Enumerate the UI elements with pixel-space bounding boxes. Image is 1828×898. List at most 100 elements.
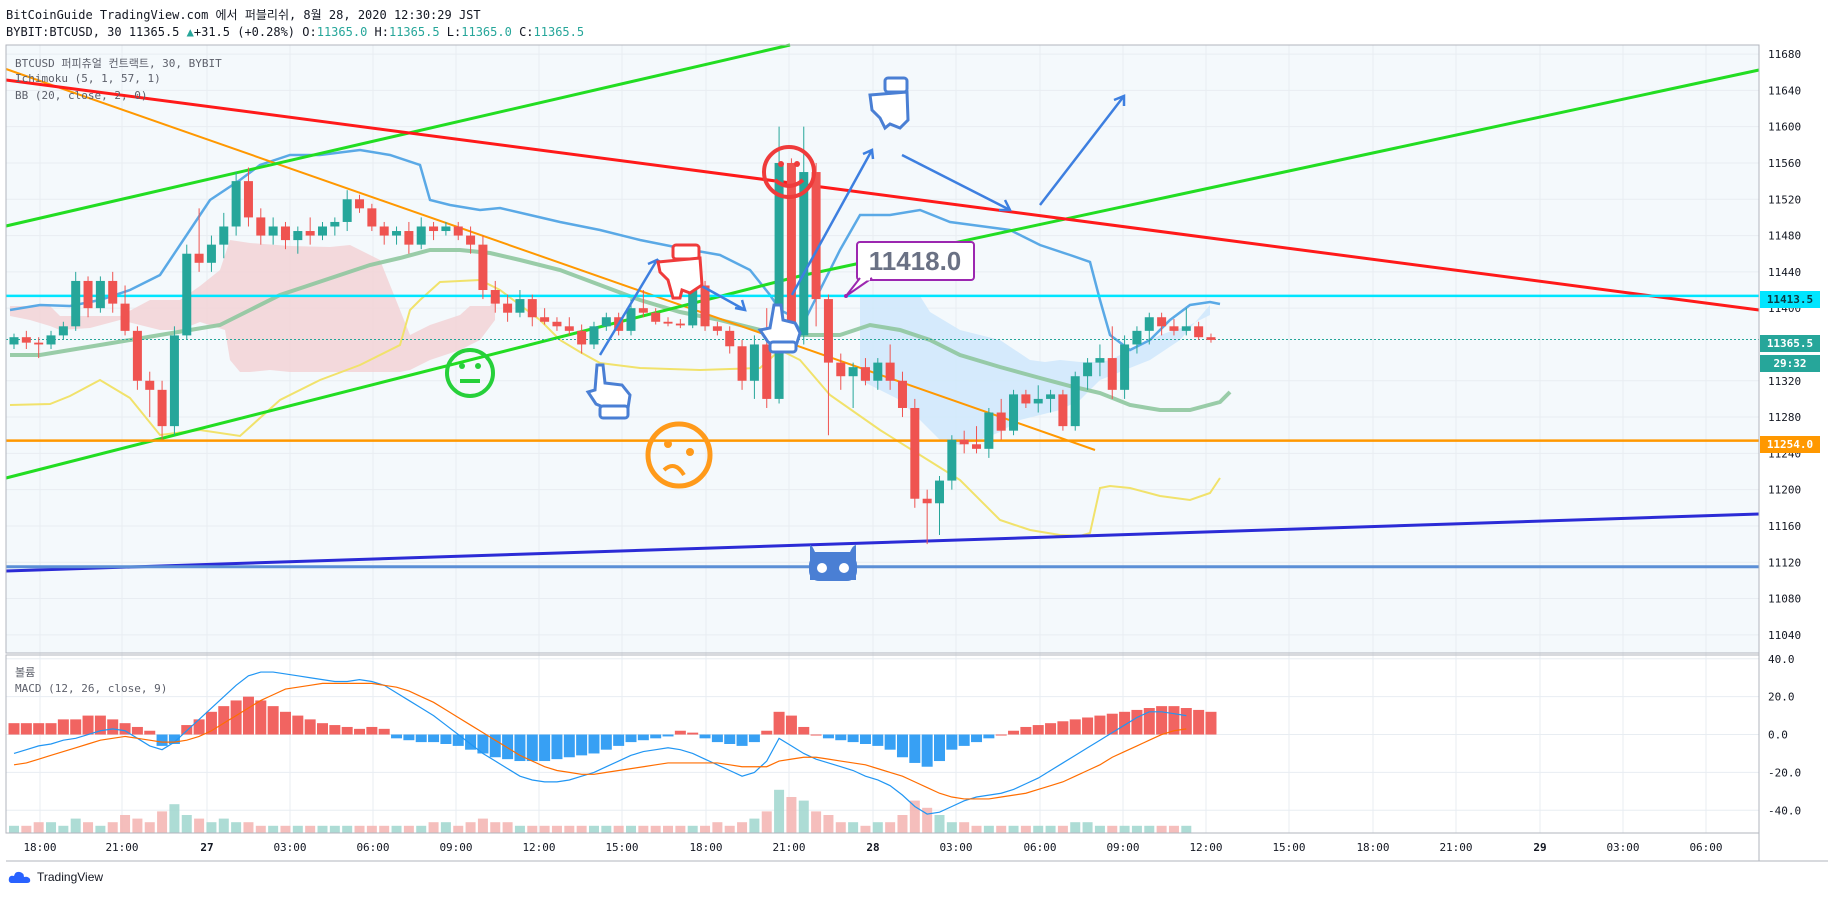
price-tick-label: 11480: [1768, 230, 1801, 243]
volume-bar: [687, 825, 698, 833]
time-axis[interactable]: 18:00 21:00 27 03:00 06:00 09:00 12:00 15:00 18:…: [23, 841, 1722, 854]
volume-bar: [21, 825, 32, 833]
candle-body: [1132, 330, 1142, 345]
candle-body: [947, 439, 957, 481]
candle-body: [552, 321, 562, 327]
volume-bar: [379, 825, 390, 833]
macd-histogram-bar: [921, 734, 933, 767]
volume-bar: [453, 825, 464, 833]
macd-histogram-bar: [896, 734, 908, 758]
price-tick-label: 11680: [1768, 48, 1801, 61]
indicator-ichimoku[interactable]: Ichimoku (5, 1, 57, 1): [15, 72, 161, 85]
macd-histogram-bar: [440, 734, 452, 744]
candle-body: [1107, 358, 1117, 390]
macd-histogram-bar: [613, 734, 625, 746]
candle-body: [1144, 317, 1154, 331]
macd-histogram-bar: [218, 706, 230, 735]
candle-body: [675, 323, 685, 326]
candle-body: [1083, 362, 1093, 377]
volume-bar: [872, 822, 883, 833]
macd-histogram-bar: [341, 726, 353, 735]
time-tick-label: 15:00: [1272, 841, 1305, 854]
indicator-title[interactable]: BTCUSD 퍼피츄얼 컨트랙트, 30, BYBIT: [15, 57, 222, 70]
volume-bar: [823, 815, 834, 833]
volume-bar: [403, 825, 414, 833]
candle-body: [219, 226, 229, 245]
time-tick-label: 21:00: [105, 841, 138, 854]
macd-histogram-bar: [687, 732, 699, 735]
macd-histogram-bar: [1045, 723, 1057, 735]
time-tick-label: 18:00: [23, 841, 56, 854]
macd-histogram-bar: [193, 719, 205, 735]
volume-bar: [490, 822, 501, 833]
volume-bar: [255, 825, 266, 833]
candle-body: [601, 317, 611, 327]
volume-bar: [848, 822, 859, 833]
price-tick-label: 11160: [1768, 520, 1801, 533]
volume-bar: [70, 818, 81, 833]
macd-histogram-bar: [662, 734, 674, 737]
macd-histogram-bar: [477, 734, 489, 754]
candle-body: [540, 317, 550, 322]
volume-bar: [946, 822, 957, 833]
candle-body: [848, 367, 858, 377]
volume-bar: [996, 825, 1007, 833]
price-axis-labels: 11413.5 11365.5 29:32 11254.0: [1760, 291, 1820, 453]
candle-body: [95, 280, 105, 309]
indicator-bb[interactable]: BB (20, close, 2, 0): [15, 89, 148, 102]
volume-bar: [58, 825, 69, 833]
macd-histogram-bar: [205, 711, 217, 735]
candle-body: [453, 226, 463, 236]
candle-body: [910, 407, 920, 499]
indicator-volume[interactable]: 볼륨: [15, 666, 36, 679]
volume-bar: [1131, 825, 1142, 833]
volume-bar: [477, 818, 488, 833]
macd-tick-label: 20.0: [1768, 691, 1795, 704]
macd-histogram-bar: [650, 734, 662, 739]
robot-icon: [809, 545, 857, 581]
symbol-label[interactable]: BYBIT:BTCUSD, 30: [6, 25, 122, 39]
macd-histogram-bar: [983, 734, 995, 739]
macd-axis[interactable]: 40.0 20.0 0.0 -20.0 -40.0: [1768, 653, 1801, 817]
open-value: 11365.0: [316, 25, 368, 39]
volume-bar: [724, 825, 735, 833]
candle-body: [959, 439, 969, 445]
time-tick-label: 06:00: [1689, 841, 1722, 854]
candle-body: [108, 280, 118, 304]
candles: [9, 126, 1216, 545]
macd-pane: [8, 671, 1217, 833]
candle-body: [1009, 394, 1019, 431]
indicator-macd[interactable]: MACD (12, 26, close, 9): [15, 682, 168, 695]
volume-bar: [1144, 825, 1155, 833]
candle-body: [712, 326, 722, 331]
volume-bar: [268, 825, 279, 833]
volume-bar: [46, 822, 57, 833]
volume-bar: [1094, 825, 1105, 833]
candle-body: [972, 444, 982, 449]
candle-body: [9, 337, 19, 345]
volume-bar: [280, 825, 291, 833]
ichimoku-cloud: [10, 240, 1210, 445]
hand-pointing-up-icon-right: [757, 303, 802, 354]
smile-sad-icon: [645, 421, 713, 489]
open-label: O:: [302, 25, 317, 39]
volume-bar: [157, 811, 168, 833]
macd-histogram-bar: [465, 734, 477, 750]
tradingview-logo[interactable]: TradingView: [8, 870, 103, 884]
volume-bar: [663, 825, 674, 833]
close-value: 11365.5: [533, 25, 585, 39]
macd-histogram-bar: [403, 734, 415, 741]
hand-pointing-down-icon-red: [656, 243, 704, 300]
candle-body: [157, 389, 167, 427]
macd-histogram-bar: [267, 706, 279, 735]
macd-histogram-bar: [119, 723, 131, 735]
volume-bar: [514, 825, 525, 833]
volume-bar: [564, 825, 575, 833]
candle-body: [379, 226, 389, 236]
candle-body: [441, 226, 451, 232]
volume-bar: [342, 825, 353, 833]
volume-bar: [712, 822, 723, 833]
candle-body: [169, 335, 179, 427]
volume-bar: [181, 815, 192, 833]
